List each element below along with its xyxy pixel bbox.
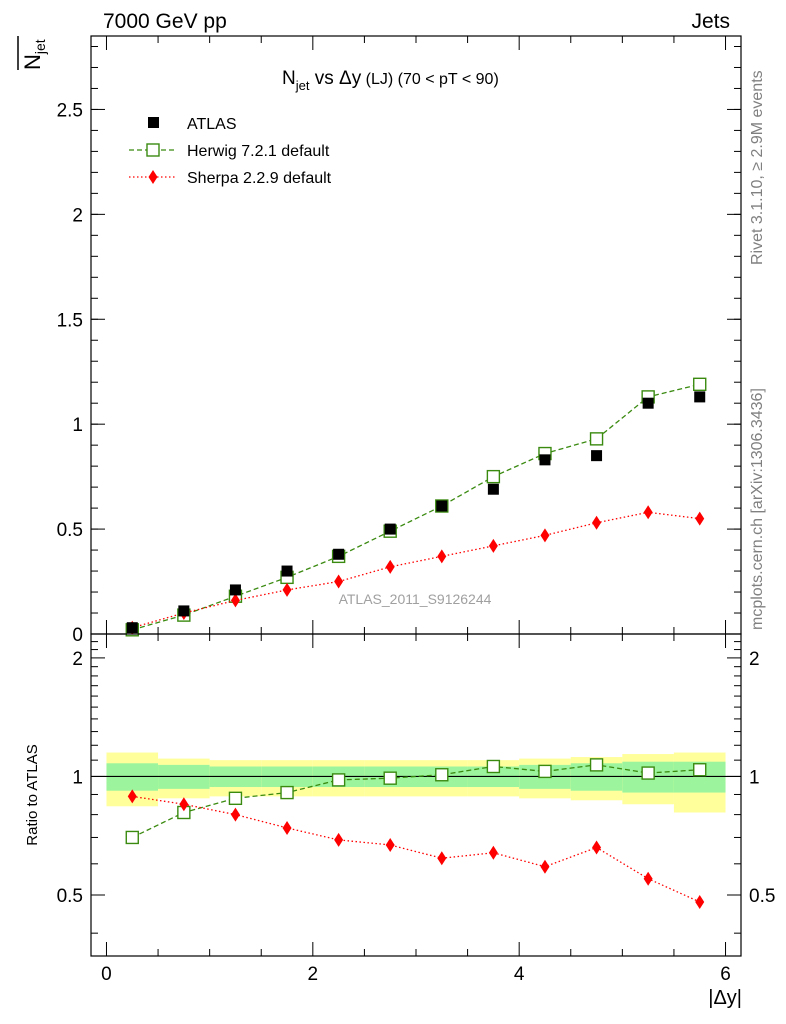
ratio-sherpa-point — [540, 859, 550, 874]
legend-sherpa-marker — [148, 170, 158, 184]
ratio-y-tick-label-right: 2 — [749, 649, 760, 670]
ratio-y-axis-label: Ratio to ATLAS — [24, 744, 41, 845]
svg-text:Njet: Njet — [20, 39, 48, 70]
ratio-sherpa-point — [127, 789, 137, 804]
atlas-point — [539, 454, 551, 466]
ratio-sherpa-point — [488, 845, 498, 860]
ratio-sherpa-point — [334, 832, 344, 847]
y-tick-label: 0.5 — [57, 520, 83, 541]
ratio-herwig-point — [435, 768, 449, 782]
ratio-y-tick-label-left: 0.5 — [57, 886, 83, 907]
atlas-point — [333, 548, 345, 560]
rivet-version-label: Rivet 3.1.10, ≥ 2.9M events — [749, 70, 766, 265]
atlas-point — [694, 391, 706, 403]
ratio-herwig-point — [538, 764, 552, 779]
y-tick-label: 1 — [72, 415, 83, 436]
sherpa-point — [540, 528, 550, 543]
y-tick-label: 1.5 — [57, 310, 83, 331]
sherpa-point — [437, 549, 447, 564]
x-tick-label: 6 — [720, 964, 731, 985]
ratio-herwig-point — [486, 759, 501, 774]
legend: ATLAS Herwig 7.2.1 default Sherpa 2.2.9 … — [129, 116, 332, 187]
sherpa-line — [132, 511, 700, 629]
y-tick-label: 0 — [72, 625, 83, 646]
sherpa-point — [230, 593, 240, 608]
herwig-line — [132, 383, 700, 631]
atlas-point — [591, 450, 603, 462]
main-plot-panel: 0 0.5 1 1.5 2 2.5 ATLAS_2011_S9126244 Njet vs… — [17, 35, 742, 646]
ratio-sherpa-point — [643, 871, 653, 886]
y-tick-label: 2.5 — [57, 100, 83, 121]
ratio-herwig-point — [331, 773, 346, 787]
legend-atlas-label: ATLAS — [187, 116, 237, 133]
sherpa-point — [488, 538, 498, 553]
ratio-herwig-line — [131, 764, 700, 839]
ratio-sherpa-point — [592, 840, 602, 855]
ratio-herwig-point — [641, 766, 655, 780]
sherpa-point — [385, 559, 395, 574]
herwig-point — [486, 469, 501, 484]
legend-atlas-marker — [148, 117, 159, 128]
header-process-label: Jets — [691, 10, 730, 33]
sherpa-point — [695, 511, 705, 526]
herwig-point — [589, 432, 604, 446]
herwig-point — [693, 377, 707, 392]
ratio-herwig-point — [693, 763, 707, 777]
ratio-sherpa-point — [695, 894, 705, 909]
analysis-watermark: ATLAS_2011_S9126244 — [339, 591, 492, 607]
legend-herwig-marker — [146, 143, 160, 157]
plot-title: Njet vs Δy (LJ) (70 < pT < 90) — [282, 68, 499, 93]
atlas-point — [487, 483, 499, 495]
ratio-y-tick-label-right: 0.5 — [749, 886, 775, 907]
ratio-sherpa-line — [132, 795, 700, 903]
ratio-herwig-point — [589, 758, 604, 772]
x-tick-label: 2 — [308, 964, 319, 985]
sherpa-point — [643, 505, 653, 520]
mcplots-citation-label: mcplots.cern.ch [arXiv:1306.3436] — [749, 388, 766, 630]
sherpa-point — [334, 574, 344, 589]
ratio-sherpa-point — [437, 851, 447, 866]
x-tick-label: 0 — [101, 964, 112, 985]
sherpa-point — [592, 515, 602, 530]
ratio-sherpa-point — [179, 797, 189, 812]
ratio-herwig-point — [125, 830, 139, 845]
legend-herwig-label: Herwig 7.2.1 default — [187, 143, 330, 160]
ratio-sherpa-point — [230, 807, 240, 822]
ratio-y-tick-label-right: 1 — [749, 767, 760, 788]
ratio-sherpa-point — [385, 837, 395, 852]
ratio-y-tick-label-left: 1 — [72, 767, 83, 788]
atlas-point — [126, 622, 138, 634]
ratio-sherpa-point — [282, 820, 292, 835]
legend-sherpa-label: Sherpa 2.2.9 default — [187, 170, 332, 187]
y-axis-label: Njet — [17, 36, 48, 70]
x-axis-label: |Δy| — [708, 987, 742, 1009]
atlas-point — [178, 605, 190, 617]
atlas-point — [436, 500, 448, 512]
header-energy-label: 7000 GeV pp — [103, 10, 227, 33]
ratio-plot-panel: 0.5 0.5 1 1 2 2 0 2 4 6 Ratio to ATLAS |Δy| — [24, 633, 775, 1009]
atlas-point — [281, 565, 293, 577]
sherpa-point — [282, 582, 292, 597]
atlas-point — [642, 397, 654, 409]
y-tick-label: 2 — [72, 205, 83, 226]
ratio-y-tick-label-left: 2 — [72, 649, 83, 670]
x-tick-label: 4 — [514, 964, 525, 985]
ratio-herwig-point — [280, 785, 294, 800]
atlas-point — [384, 523, 396, 535]
atlas-point — [229, 584, 241, 596]
ratio-herwig-point — [228, 791, 243, 806]
ratio-herwig-point — [383, 771, 397, 785]
